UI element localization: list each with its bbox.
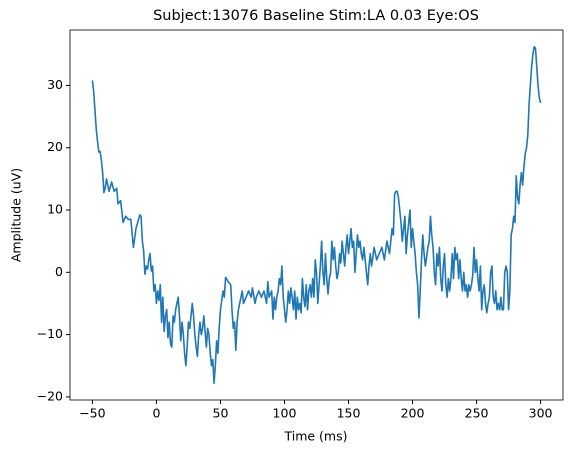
x-tick-label: 0 — [152, 406, 160, 421]
y-tick-label: 20 — [47, 139, 63, 154]
y-tick-label: 10 — [47, 202, 63, 217]
x-tick-label: 50 — [213, 406, 229, 421]
x-tick-label: 150 — [337, 406, 361, 421]
x-tick-label: 200 — [401, 406, 425, 421]
y-tick-label: −20 — [37, 388, 63, 403]
chart-title: Subject:13076 Baseline Stim:LA 0.03 Eye:… — [153, 8, 479, 24]
y-tick-label: 30 — [47, 77, 63, 92]
x-tick-label: 300 — [529, 406, 553, 421]
y-tick-label: −10 — [37, 326, 63, 341]
x-tick-label: 250 — [465, 406, 489, 421]
plot-frame — [69, 29, 564, 401]
x-tick-label: 100 — [273, 406, 297, 421]
x-axis-label: Time (ms) — [283, 429, 347, 444]
data-line — [91, 46, 542, 384]
y-axis-label: Amplitude (uV) — [9, 168, 24, 262]
x-tick-label: −50 — [79, 406, 105, 421]
y-tick-label: 0 — [55, 264, 63, 279]
